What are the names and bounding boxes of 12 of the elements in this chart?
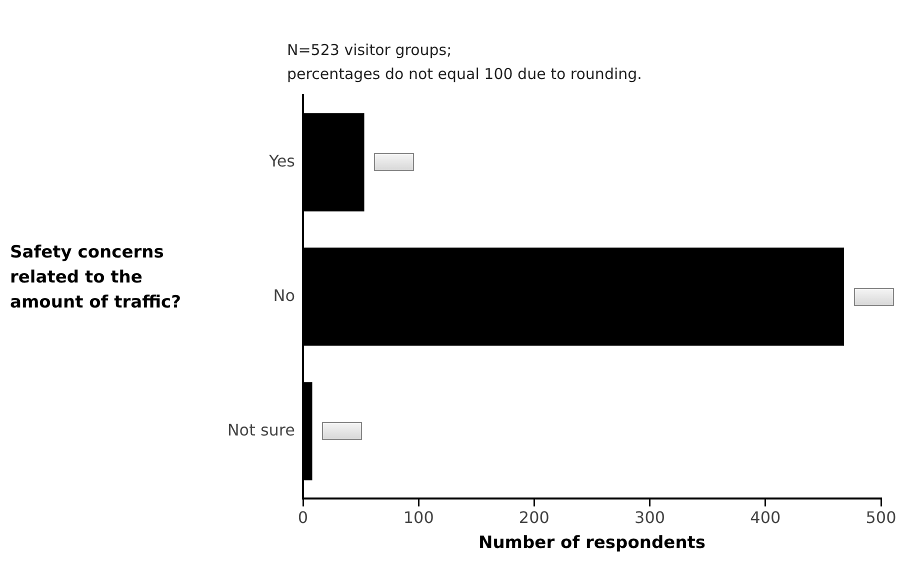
y-tick-label: No [273, 286, 295, 305]
y-axis-title: Safety concerns related to the amount of traffic? [10, 242, 181, 313]
x-tick-label: 400 [750, 508, 781, 528]
chart-title: N=523 visitor groups; percentages do not equal 100 due to rounding. [287, 41, 642, 83]
x-tick-label: 200 [518, 508, 550, 528]
x-tick-label: 0 [298, 508, 308, 528]
x-tick-label: 100 [403, 508, 434, 528]
x-tick-label: 500 [866, 508, 896, 528]
y-tick-label: Not sure [227, 420, 295, 440]
y-tick-label: Yes [268, 151, 295, 170]
x-tick-label: 300 [634, 508, 666, 528]
x-axis-title: Number of respondents [478, 533, 706, 554]
